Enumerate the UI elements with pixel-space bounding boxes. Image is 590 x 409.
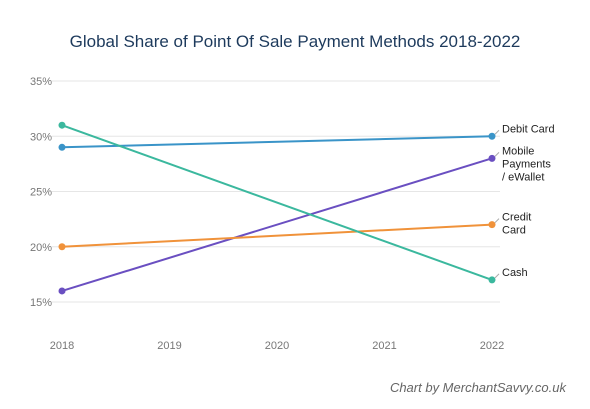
label-connector (494, 151, 500, 157)
data-point (488, 276, 496, 284)
series-line (61, 135, 493, 149)
chart-title: Global Share of Point Of Sale Payment Me… (70, 32, 521, 51)
series-line (61, 157, 493, 292)
data-point (58, 287, 66, 295)
series-labels: Debit Card Mobile Payments / eWallet Credit C… (494, 123, 555, 279)
grid (52, 80, 500, 303)
x-tick-label: 2022 (480, 340, 504, 352)
x-tick-label: 2021 (372, 340, 396, 352)
data-point (58, 243, 66, 251)
data-point (488, 154, 496, 162)
y-tick-label: 35% (30, 76, 52, 88)
chart-credit: Chart by MerchantSavvy.co.uk (389, 380, 566, 395)
y-tick-label: 30% (30, 131, 52, 143)
data-point (58, 143, 66, 151)
label-connector (494, 129, 500, 135)
series-group (58, 121, 496, 295)
label-connector (494, 273, 500, 279)
series-line (61, 223, 493, 248)
x-tick-label: 2019 (157, 340, 181, 352)
x-tick-label: 2020 (265, 340, 289, 352)
series-label: Mobile Payments / eWallet (502, 145, 551, 183)
x-axis: 2018 2019 2020 2021 2022 (50, 340, 504, 352)
y-axis: 15% 20% 25% 30% 35% (30, 76, 52, 309)
data-point (488, 221, 496, 229)
y-tick-label: 25% (30, 187, 52, 199)
y-tick-label: 15% (30, 297, 52, 309)
y-tick-label: 20% (30, 242, 52, 254)
data-point (488, 132, 496, 140)
data-point (58, 121, 66, 129)
series-label: Debit Card (502, 123, 555, 135)
series-label: Credit Card (502, 212, 531, 237)
series-line (61, 124, 493, 281)
x-tick-label: 2018 (50, 340, 74, 352)
series-label: Cash (502, 267, 528, 279)
label-connector (494, 218, 500, 224)
